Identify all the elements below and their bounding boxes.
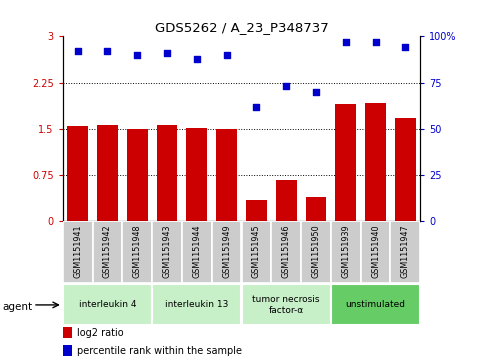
Bar: [335, 104, 356, 221]
Bar: [186, 128, 207, 221]
Bar: [152, 285, 242, 325]
Bar: [127, 129, 148, 221]
Bar: [67, 126, 88, 221]
Bar: [63, 221, 93, 283]
Point: [74, 48, 82, 54]
Text: GSM1151944: GSM1151944: [192, 224, 201, 278]
Bar: [216, 129, 237, 221]
Bar: [306, 197, 327, 221]
Bar: [390, 221, 420, 283]
Bar: [63, 285, 152, 325]
Bar: [122, 221, 152, 283]
Bar: [242, 285, 331, 325]
Point: [163, 50, 171, 56]
Text: percentile rank within the sample: percentile rank within the sample: [77, 346, 242, 355]
Text: GSM1151945: GSM1151945: [252, 224, 261, 278]
Text: interleukin 4: interleukin 4: [79, 301, 136, 309]
Bar: [97, 125, 118, 221]
Text: GSM1151941: GSM1151941: [73, 224, 82, 278]
Bar: [301, 221, 331, 283]
Text: GSM1151942: GSM1151942: [103, 224, 112, 278]
Point: [282, 83, 290, 89]
Point: [104, 48, 112, 54]
Bar: [271, 221, 301, 283]
Bar: [63, 345, 71, 356]
Bar: [152, 221, 182, 283]
Point: [312, 89, 320, 95]
Bar: [276, 180, 297, 221]
Point: [372, 39, 380, 45]
Bar: [182, 221, 212, 283]
Bar: [361, 221, 390, 283]
Bar: [63, 327, 71, 338]
Point: [253, 104, 260, 110]
Bar: [365, 103, 386, 221]
Point: [401, 45, 409, 50]
Text: unstimulated: unstimulated: [345, 301, 406, 309]
Bar: [246, 200, 267, 221]
Point: [342, 39, 350, 45]
Text: GSM1151939: GSM1151939: [341, 224, 350, 278]
Text: GSM1151949: GSM1151949: [222, 224, 231, 278]
Text: interleukin 13: interleukin 13: [165, 301, 228, 309]
Bar: [156, 125, 177, 221]
Point: [193, 56, 201, 61]
Text: GSM1151948: GSM1151948: [133, 224, 142, 278]
Text: tumor necrosis
factor-α: tumor necrosis factor-α: [253, 295, 320, 315]
Title: GDS5262 / A_23_P348737: GDS5262 / A_23_P348737: [155, 21, 328, 34]
Bar: [395, 118, 416, 221]
Text: GSM1151940: GSM1151940: [371, 224, 380, 278]
Text: GSM1151947: GSM1151947: [401, 224, 410, 278]
Bar: [93, 221, 122, 283]
Text: GSM1151950: GSM1151950: [312, 224, 320, 278]
Text: GSM1151946: GSM1151946: [282, 224, 291, 278]
Point: [223, 52, 230, 58]
Bar: [242, 221, 271, 283]
Text: agent: agent: [2, 302, 32, 312]
Text: log2 ratio: log2 ratio: [77, 327, 124, 338]
Bar: [331, 221, 361, 283]
Bar: [212, 221, 242, 283]
Point: [133, 52, 141, 58]
Text: GSM1151943: GSM1151943: [163, 224, 171, 278]
Bar: [331, 285, 420, 325]
